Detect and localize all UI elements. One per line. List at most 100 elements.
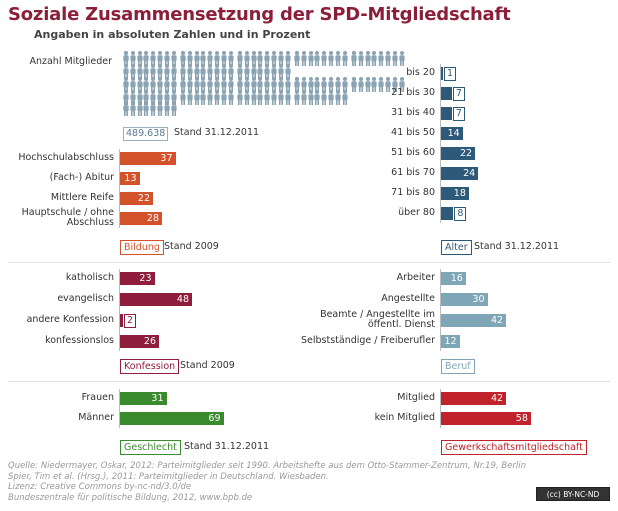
konfession-bar[interactable] [120, 335, 159, 348]
person-icon [328, 51, 334, 66]
source-line: Spier, Tim et al. (Hrsg.), 2011: Parteim… [8, 471, 329, 482]
person-icon [321, 51, 327, 66]
beruf-data-label: 16 [450, 273, 463, 284]
person-icon [164, 90, 170, 105]
person-icon [378, 51, 384, 66]
alter-bar[interactable] [441, 67, 443, 80]
geschlecht-bar[interactable] [120, 392, 167, 405]
alter-data-label: 24 [463, 168, 476, 179]
person-icon [257, 51, 263, 66]
konfession-bar[interactable] [120, 272, 155, 285]
person-icon [257, 90, 263, 105]
gewerkschaft-data-label: 42 [491, 393, 504, 404]
person-icon [301, 90, 307, 105]
person-icon [207, 51, 213, 66]
person-icon [307, 77, 314, 92]
geschlecht-category-label: Männer [78, 412, 114, 423]
person-icon [335, 51, 341, 66]
person-icon [271, 51, 277, 66]
person-icon [301, 77, 307, 92]
person-icon [214, 77, 220, 92]
person-icon [187, 64, 193, 79]
person-icon [335, 90, 341, 105]
bildung-data-label: 37 [160, 153, 173, 164]
person-icon [278, 51, 284, 66]
divider [8, 381, 610, 382]
person-icon [271, 90, 277, 105]
person-icon [130, 51, 136, 66]
geschlecht-category-label: Frauen [81, 392, 114, 403]
person-icon [284, 64, 291, 79]
license-line: Lizenz: Creative Commons by-nc-nd/3.0/de [8, 482, 192, 492]
beruf-bar[interactable] [441, 293, 488, 306]
beruf-category-label: Angestellte [381, 293, 435, 304]
beruf-category-label: Selbstständige / Freiberufler [300, 335, 435, 346]
bildung-category-label: Hauptschule / ohne Abschluss [21, 207, 114, 228]
person-icon [150, 51, 156, 66]
bildung-bar[interactable] [120, 192, 153, 205]
person-icon [164, 51, 170, 66]
person-icon [264, 51, 270, 66]
beruf-bar[interactable] [441, 314, 507, 327]
chart-subtitle: Angaben in absoluten Zahlen und in Proze… [34, 28, 311, 41]
person-icon [271, 64, 277, 79]
person-icon [294, 77, 300, 92]
konfession-stand: Stand 2009 [180, 360, 235, 371]
alter-bar[interactable] [441, 187, 469, 200]
konfession-bar[interactable] [120, 293, 192, 306]
person-icon [193, 51, 200, 66]
konfession-bar[interactable] [120, 314, 123, 327]
beruf-bar[interactable] [441, 272, 466, 285]
geschlecht-stand: Stand 31.12.2011 [184, 441, 270, 452]
alter-category-label: 21 bis 30 [391, 87, 435, 98]
person-icon [371, 51, 377, 66]
alter-bar[interactable] [441, 167, 479, 180]
alter-bar[interactable] [441, 147, 476, 160]
bildung-data-label: 13 [124, 173, 137, 184]
person-icon [351, 51, 357, 66]
gewerkschaft-category-label: Mitglied [397, 392, 435, 403]
person-icon [136, 77, 143, 92]
person-icon [237, 64, 243, 79]
person-icon [150, 64, 156, 79]
bildung-bar[interactable] [120, 152, 176, 165]
person-icon [378, 77, 384, 92]
person-icon [200, 90, 206, 105]
bildung-axis-line [119, 149, 120, 228]
person-icon [385, 51, 391, 66]
person-icon [307, 90, 314, 105]
person-icon [157, 64, 163, 79]
gewerkschaft-section-label: Gewerkschaftsmitgliedschaft [441, 440, 587, 455]
person-icon [328, 77, 334, 92]
alter-bar[interactable] [441, 87, 452, 100]
person-icon [294, 90, 300, 105]
person-icon [371, 77, 377, 92]
person-icon [207, 64, 213, 79]
beruf-section-label: Beruf [441, 359, 475, 374]
beruf-bar[interactable] [441, 335, 460, 348]
alter-bar[interactable] [441, 127, 463, 140]
person-icon [237, 90, 243, 105]
bildung-bar[interactable] [120, 212, 162, 225]
divider [8, 262, 610, 263]
person-icon [398, 51, 405, 66]
bildung-bar[interactable] [120, 172, 140, 185]
person-icon [301, 51, 307, 66]
alter-bar[interactable] [441, 207, 454, 220]
person-icon [130, 90, 136, 105]
person-icon [170, 64, 177, 79]
person-icon [264, 90, 270, 105]
person-icon [398, 77, 405, 92]
alter-bar[interactable] [441, 107, 452, 120]
person-icon [221, 51, 227, 66]
gewerkschaft-bar[interactable] [441, 392, 507, 405]
gewerkschaft-axis-line [440, 389, 441, 428]
beruf-axis-line [440, 269, 441, 351]
konfession-section-label: Konfession [120, 359, 180, 374]
cc-license-badge[interactable]: (cc) BY-NC-ND [536, 487, 610, 501]
person-icon [170, 51, 177, 66]
konfession-data-label: 26 [143, 336, 156, 347]
gewerkschaft-bar[interactable] [441, 412, 531, 425]
konfession-category-label: konfessionslos [45, 335, 114, 346]
geschlecht-bar[interactable] [120, 412, 224, 425]
